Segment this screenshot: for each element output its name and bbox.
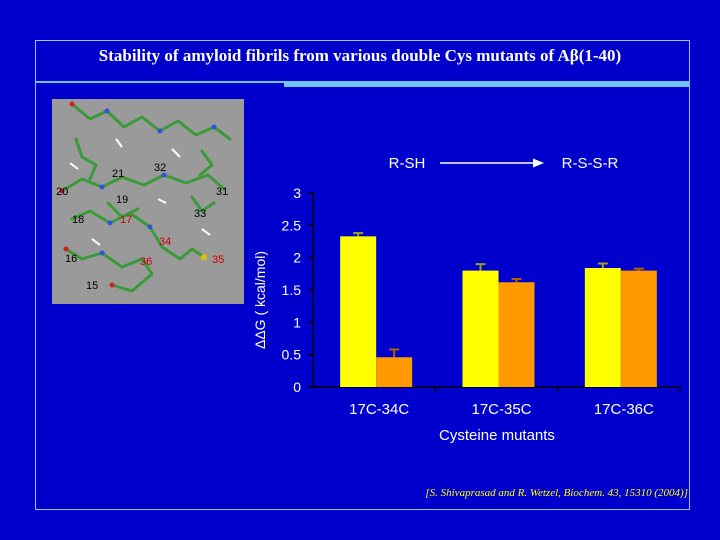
y-tick-label: 2.5 (282, 217, 302, 233)
residue-label: 31 (216, 186, 228, 198)
residue-label: 36 (140, 256, 152, 268)
y-axis-ticks: 0 0.5 1 1.5 2 2.5 3 (282, 185, 313, 395)
residue-label: 20 (56, 186, 68, 198)
y-tick-label: 0.5 (282, 347, 302, 363)
residue-label: 16 (65, 253, 77, 265)
residue-label: 19 (116, 194, 128, 206)
bar-rssr (376, 357, 413, 387)
y-tick-label: 2 (293, 250, 301, 266)
citation: [S. Shivaprasad and R. Wetzel, Biochem. … (425, 487, 688, 499)
legend-to-label: R-S-S-R (562, 155, 619, 172)
residue-label: 21 (112, 168, 124, 180)
slide-frame (35, 40, 690, 510)
bar-rsh (462, 270, 499, 387)
molecule-stick-model: 21 32 20 19 31 33 18 17 34 16 36 35 15 (56, 101, 232, 293)
bars (340, 232, 657, 387)
x-tick-label: 17C-34C (349, 401, 409, 418)
x-tick-label: 17C-35C (471, 401, 531, 418)
residue-label: 32 (154, 162, 166, 174)
bar-rsh (584, 268, 621, 387)
fibril-molecule-structure: 21 32 20 19 31 33 18 17 34 16 36 35 15 (52, 99, 244, 304)
bar-rssr (620, 270, 657, 387)
legend-from-label: R-SH (389, 155, 426, 172)
residue-label: 18 (72, 214, 84, 226)
y-tick-label: 1 (293, 314, 301, 330)
bar-rsh (340, 236, 377, 387)
residue-number-labels: 21 32 20 19 31 33 18 17 34 16 36 35 15 (56, 162, 228, 292)
x-axis-label: Cysteine mutants (439, 427, 555, 444)
x-axis-ticks: 17C-34C 17C-35C 17C-36C (349, 387, 681, 418)
y-tick-label: 3 (293, 185, 301, 201)
slide-title: Stability of amyloid fibrils from variou… (98, 46, 622, 65)
residue-label: 35 (212, 254, 224, 266)
y-tick-label: 0 (293, 379, 301, 395)
legend-arrowhead (533, 158, 544, 168)
title-rule-thin (35, 81, 285, 83)
y-tick-label: 1.5 (282, 282, 302, 298)
residue-label: 33 (194, 208, 206, 220)
residue-label: 34 (159, 236, 171, 248)
residue-label: 17 (120, 214, 132, 226)
residue-label: 15 (86, 280, 98, 292)
x-tick-label: 17C-36C (594, 401, 654, 418)
title-rule-thick (284, 81, 690, 87)
bar-rssr (498, 282, 535, 387)
y-axis-label: ΔΔG ( kcal/mol) (252, 251, 268, 349)
